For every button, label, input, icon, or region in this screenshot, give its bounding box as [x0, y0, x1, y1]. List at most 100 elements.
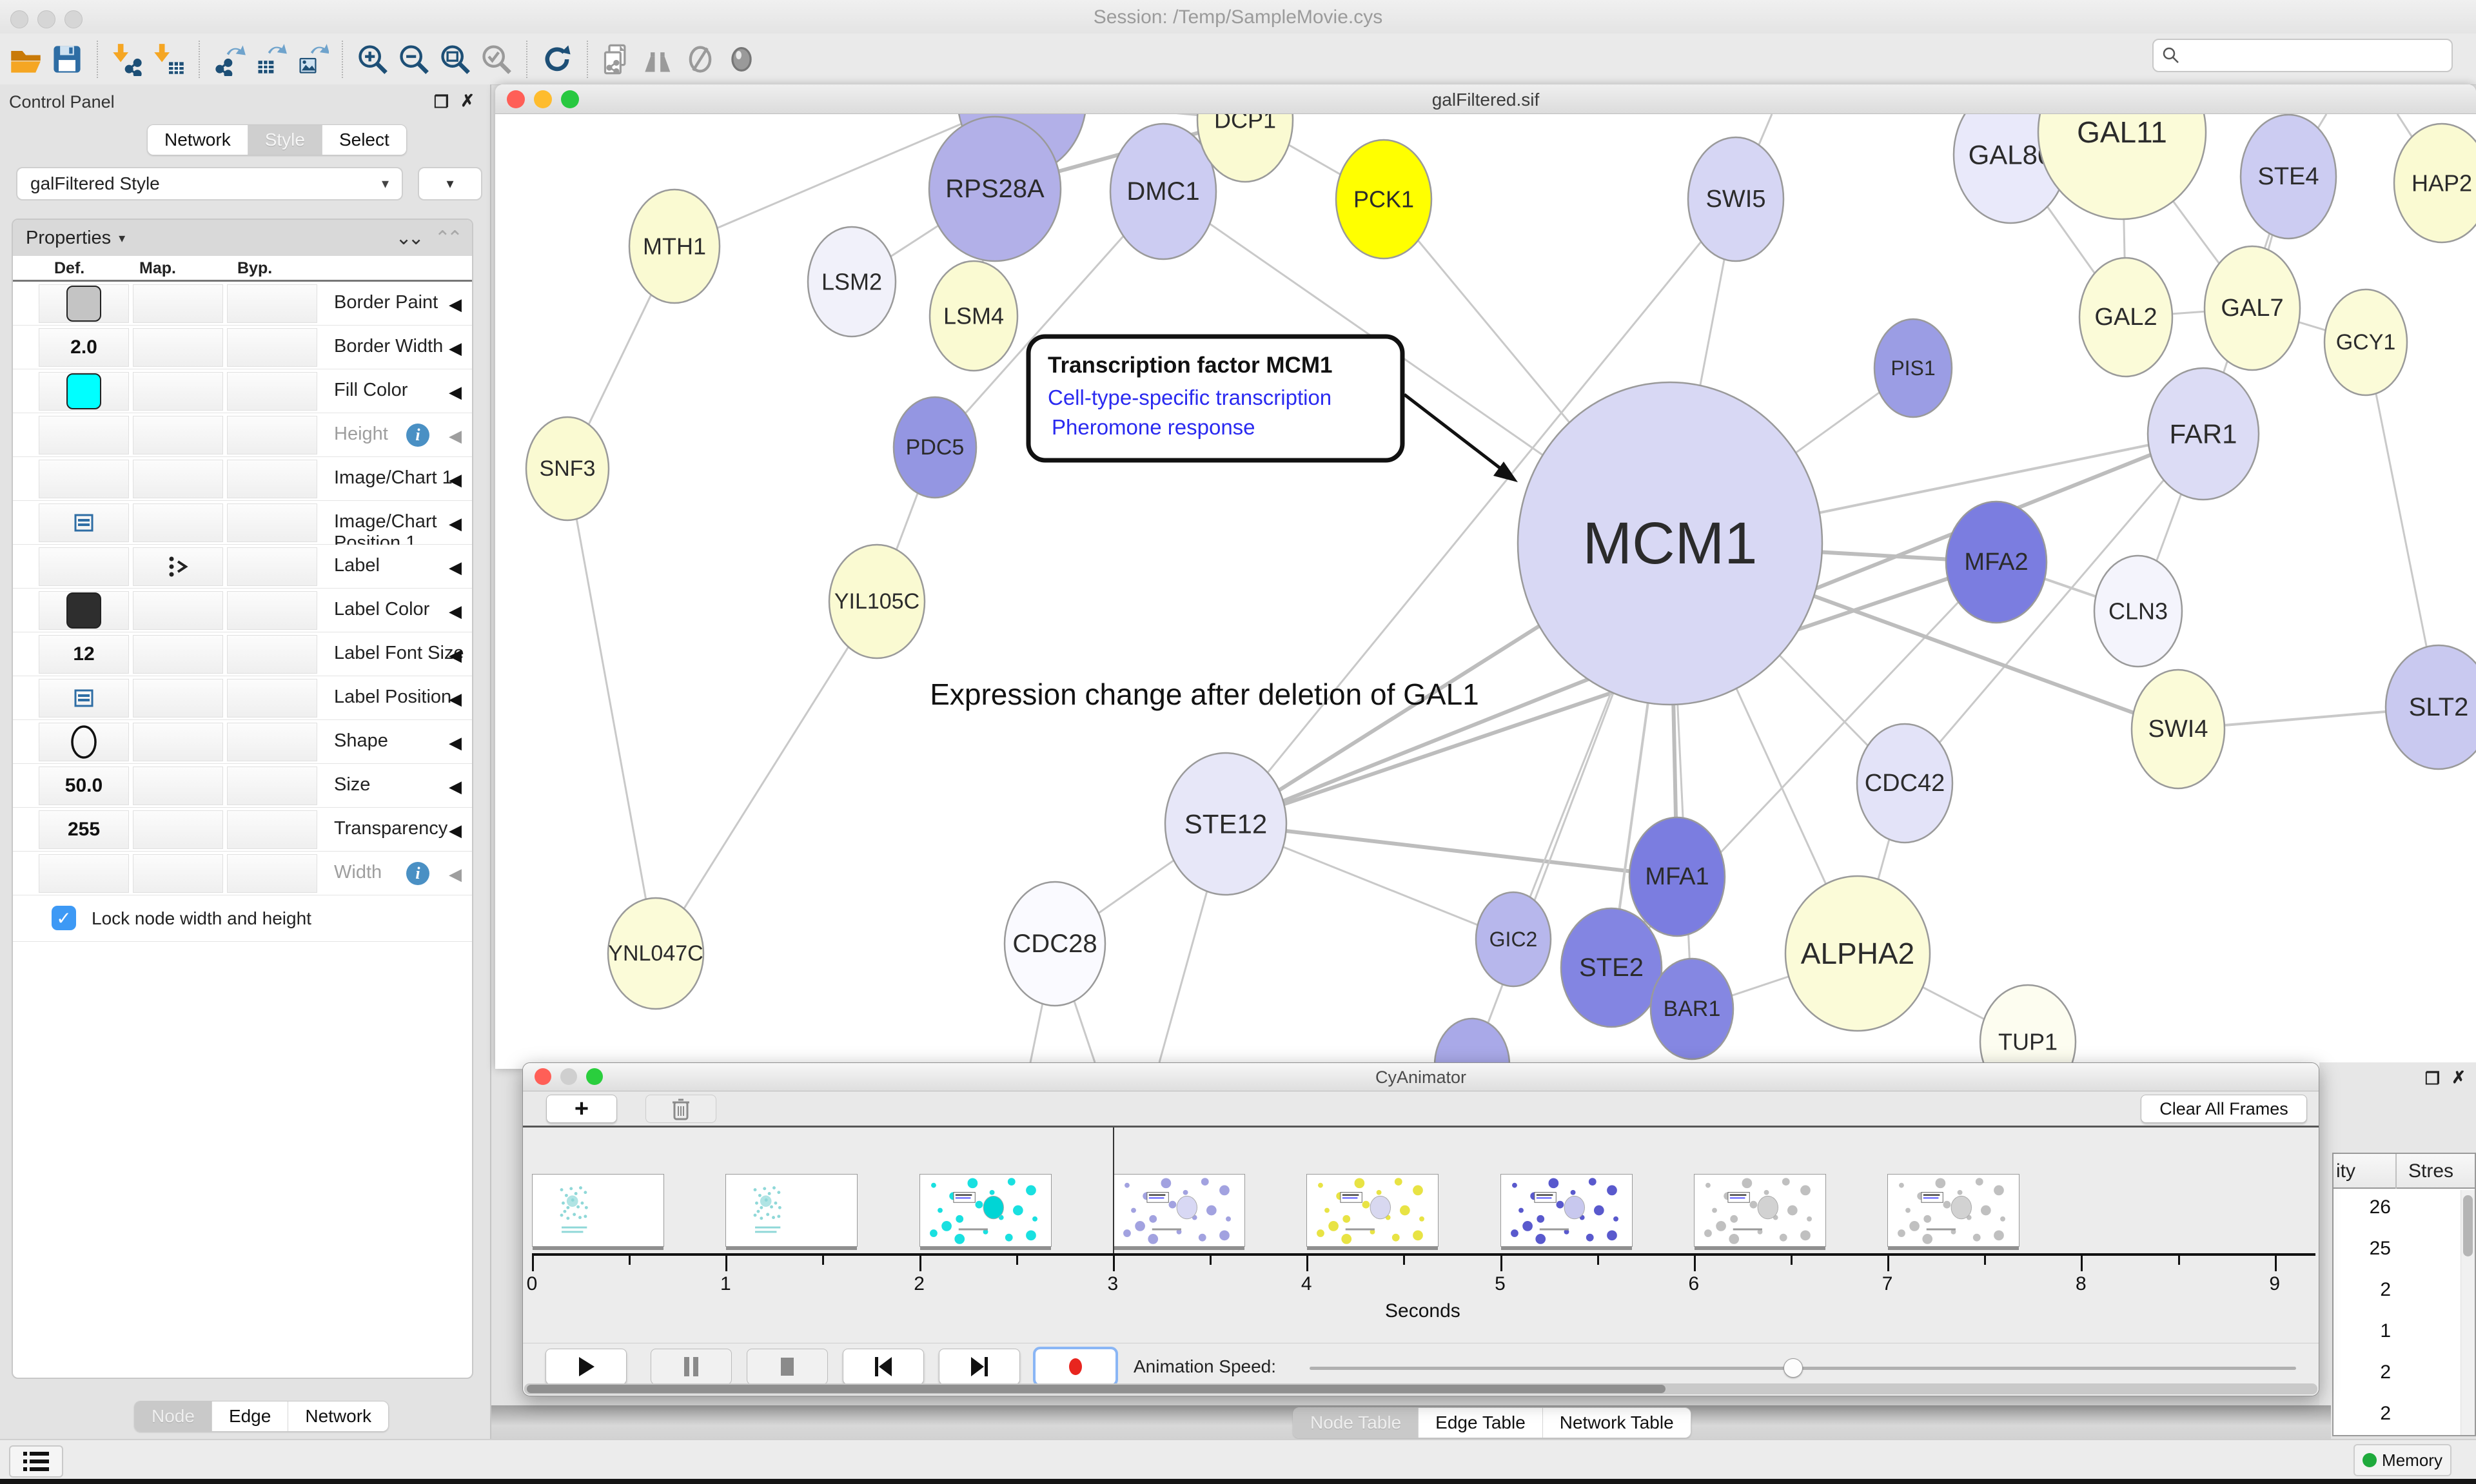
zoom-icon[interactable] [561, 90, 579, 108]
network-node-ste2[interactable]: STE2 [1560, 907, 1663, 1028]
results-row[interactable]: 26 [2369, 1196, 2391, 1218]
lock-size-checkbox[interactable]: ✓ [52, 906, 76, 930]
save-session-button[interactable] [46, 39, 88, 80]
property-row-height[interactable]: Height i ◀ [13, 413, 472, 457]
network-node-gic2[interactable]: GIC2 [1475, 891, 1552, 988]
property-cell[interactable] [39, 679, 129, 718]
network-node-yil105c[interactable]: YIL105C [828, 543, 926, 659]
property-cell[interactable] [227, 416, 317, 454]
property-cell[interactable]: 50.0 [39, 766, 129, 805]
property-cell[interactable] [39, 416, 129, 454]
network-edge[interactable] [1224, 199, 1737, 825]
step-back-button[interactable] [843, 1349, 924, 1385]
network-node-mcm1[interactable]: MCM1 [1517, 381, 1823, 706]
property-row-fill-color[interactable]: Fill Color ◀ [13, 369, 472, 413]
property-cell[interactable] [227, 679, 317, 718]
property-row-size[interactable]: 50.0 Size ◀ [13, 764, 472, 808]
tab-edge-table[interactable]: Edge Table [1419, 1408, 1543, 1438]
search-field[interactable] [2152, 39, 2453, 72]
copy-network-button[interactable] [597, 39, 638, 80]
results-row[interactable]: 2 [2380, 1279, 2391, 1300]
tab-node-table[interactable]: Node Table [1293, 1408, 1419, 1438]
step-forward-button[interactable] [939, 1349, 1020, 1385]
tab-select[interactable]: Select [322, 125, 406, 155]
expand-row-icon[interactable]: ◀ [449, 338, 462, 358]
network-node-bar1[interactable]: BAR1 [1649, 957, 1734, 1060]
expand-row-icon[interactable]: ◀ [449, 777, 462, 796]
show-graphics-button[interactable] [721, 39, 762, 80]
tab-style[interactable]: Style [248, 125, 322, 155]
network-node-gal2[interactable]: GAL2 [2078, 257, 2174, 378]
expand-row-icon[interactable]: ◀ [449, 689, 462, 708]
property-cell[interactable]: 2.0 [39, 328, 129, 367]
property-row-width[interactable]: Width i ◀ [13, 852, 472, 895]
style-select[interactable]: galFiltered Style ▾ [16, 167, 403, 200]
results-row[interactable]: 1 [2380, 1320, 2391, 1342]
export-image-button[interactable] [291, 39, 333, 80]
close-icon[interactable] [507, 90, 525, 108]
network-node-gcy1[interactable]: GCY1 [2323, 288, 2408, 396]
close-icon[interactable] [535, 1068, 551, 1085]
network-edge[interactable] [654, 601, 878, 954]
zoom-fit-button[interactable] [435, 39, 476, 80]
animation-frame-4[interactable] [1306, 1174, 1439, 1247]
network-node-tup1[interactable]: TUP1 [1979, 984, 2077, 1069]
property-cell[interactable] [227, 460, 317, 498]
clear-all-frames-button[interactable]: Clear All Frames [2141, 1095, 2307, 1123]
network-node-mfa1[interactable]: MFA1 [1628, 816, 1726, 937]
play-button[interactable] [545, 1349, 627, 1385]
close-panel-icon[interactable]: ✗ [460, 91, 475, 110]
zoom-in-button[interactable] [352, 39, 393, 80]
property-cell[interactable]: 12 [39, 635, 129, 674]
network-node-lsm4[interactable]: LSM4 [928, 260, 1019, 372]
property-cell[interactable] [133, 854, 223, 893]
network-edge[interactable] [566, 468, 657, 954]
property-cell[interactable] [133, 328, 223, 367]
property-cell[interactable] [133, 503, 223, 542]
expand-row-icon[interactable]: ◀ [449, 470, 462, 489]
network-edge[interactable] [1903, 433, 2205, 784]
animation-frame-0[interactable] [532, 1174, 664, 1247]
property-row-border-width[interactable]: 2.0 Border Width ◀ [13, 326, 472, 369]
property-cell[interactable] [227, 854, 317, 893]
property-row-image-chart-1[interactable]: Image/Chart 1 ◀ [13, 457, 472, 501]
property-cell[interactable] [39, 460, 129, 498]
property-cell[interactable] [227, 723, 317, 761]
cyanimator-hscrollbar[interactable] [524, 1383, 2317, 1394]
collapse-all-icon[interactable]: ⌃⌃ [434, 227, 463, 249]
property-cell[interactable] [227, 547, 317, 586]
float-panel-icon[interactable]: ❐ [2424, 1069, 2440, 1088]
minimize-window-icon[interactable] [37, 10, 55, 28]
property-cell[interactable] [39, 723, 129, 761]
property-cell[interactable] [227, 284, 317, 323]
property-cell[interactable] [227, 503, 317, 542]
add-frame-button[interactable]: + [546, 1095, 617, 1123]
timeline-playhead[interactable] [1112, 1128, 1114, 1254]
animation-frame-2[interactable] [919, 1174, 1052, 1247]
search-input[interactable] [2181, 44, 2439, 66]
network-node-lsm2[interactable]: LSM2 [807, 226, 897, 338]
property-cell[interactable] [133, 460, 223, 498]
info-icon[interactable]: i [406, 424, 429, 447]
animation-frame-7[interactable] [1887, 1174, 2020, 1247]
results-row[interactable]: 2 [2380, 1362, 2391, 1383]
slider-thumb[interactable] [1783, 1358, 1803, 1378]
expand-row-icon[interactable]: ◀ [449, 295, 462, 314]
property-cell[interactable] [227, 810, 317, 849]
network-node-alpha2[interactable]: ALPHA2 [1784, 875, 1931, 1032]
property-cell[interactable] [227, 591, 317, 630]
animation-frame-5[interactable] [1500, 1174, 1633, 1247]
delete-frame-button[interactable] [645, 1095, 716, 1123]
property-cell[interactable] [39, 372, 129, 411]
animation-speed-slider[interactable] [1310, 1358, 2296, 1378]
property-cell[interactable] [133, 372, 223, 411]
animation-frame-6[interactable] [1693, 1174, 1826, 1247]
expand-row-icon[interactable]: ◀ [449, 864, 462, 884]
property-row-label-position[interactable]: Label Position ◀ [13, 676, 472, 720]
network-node-cdc28[interactable]: CDC28 [1003, 881, 1106, 1007]
expand-row-icon[interactable]: ◀ [449, 733, 462, 752]
network-node-nclip[interactable] [1433, 1017, 1511, 1069]
property-row-label-font-size[interactable]: 12 Label Font Size ◀ [13, 632, 472, 676]
cyanimator-titlebar[interactable]: CyAnimator [523, 1063, 2319, 1091]
network-node-dmc1[interactable]: DMC1 [1109, 122, 1217, 260]
